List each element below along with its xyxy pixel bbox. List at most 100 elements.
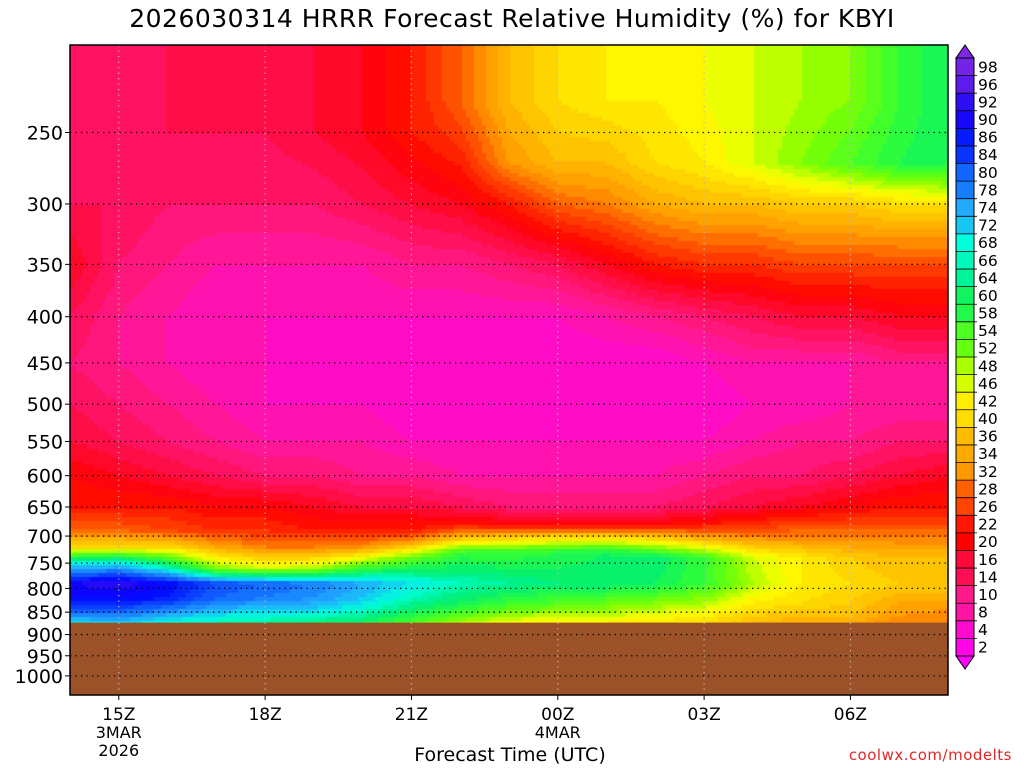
- colorbar-swatch: [956, 550, 974, 569]
- colorbar-swatch: [956, 110, 974, 129]
- colorbar-swatch: [956, 269, 974, 288]
- colorbar-swatch: [956, 532, 974, 552]
- colorbar-label: 52: [978, 340, 998, 358]
- colorbar-label: 60: [978, 287, 998, 305]
- y-tick-label: 400: [27, 307, 63, 329]
- x-tick-label: 03Z: [687, 705, 720, 725]
- y-tick-label: 950: [27, 646, 63, 668]
- colorbar-label: 10: [978, 586, 998, 604]
- colorbar-label: 74: [978, 199, 998, 217]
- colorbar-swatch: [956, 339, 974, 358]
- colorbar-label: 92: [978, 93, 998, 111]
- colorbar: 9896929086848078747268666460585452484642…: [955, 44, 998, 670]
- colorbar-label: 68: [978, 234, 998, 252]
- pressure-axis: 2503003504004505005506006507007508008509…: [15, 122, 70, 688]
- y-tick-label: 500: [27, 394, 63, 416]
- humidity-field-raster: [70, 45, 948, 695]
- colorbar-swatch: [956, 286, 974, 305]
- colorbar-label: 66: [978, 252, 998, 270]
- y-tick-label: 900: [27, 625, 63, 647]
- colorbar-label: 26: [978, 498, 998, 516]
- colorbar-label: 58: [978, 305, 998, 323]
- colorbar-label: 28: [978, 480, 998, 498]
- colorbar-label: 86: [978, 129, 998, 147]
- y-tick-label: 800: [27, 578, 63, 600]
- colorbar-swatch: [956, 216, 974, 235]
- colorbar-label: 72: [978, 217, 998, 235]
- y-tick-label: 600: [27, 466, 63, 488]
- colorbar-swatch: [956, 497, 974, 516]
- colorbar-min-arrow: [955, 655, 975, 670]
- colorbar-swatch: [956, 392, 974, 411]
- y-tick-label: 650: [27, 497, 63, 519]
- colorbar-label: 90: [978, 111, 998, 129]
- colorbar-label: 8: [978, 604, 988, 622]
- colorbar-max-arrow: [955, 44, 975, 59]
- grid-lines: [70, 45, 948, 695]
- x-tick-label: 21Z: [395, 705, 428, 725]
- colorbar-swatch: [956, 515, 974, 534]
- colorbar-swatch: [956, 58, 974, 77]
- colorbar-label: 22: [978, 516, 998, 534]
- colorbar-label: 32: [978, 463, 998, 481]
- colorbar-swatch: [956, 374, 974, 393]
- colorbar-swatch: [956, 128, 974, 147]
- terrain-mask: [70, 622, 948, 695]
- y-tick-label: 700: [27, 526, 63, 548]
- colorbar-label: 20: [978, 533, 998, 551]
- colorbar-swatch: [956, 585, 974, 604]
- humidity-field: [70, 45, 948, 695]
- y-tick-label: 450: [27, 353, 63, 375]
- y-tick-label: 350: [27, 254, 63, 276]
- colorbar-swatch: [956, 93, 974, 112]
- colorbar-label: 14: [978, 568, 998, 586]
- colorbar-label: 34: [978, 445, 998, 463]
- x-tick-year: 2026: [98, 741, 139, 760]
- colorbar-label: 78: [978, 181, 998, 199]
- colorbar-swatch: [956, 321, 974, 341]
- colorbar-swatch: [956, 163, 974, 182]
- colorbar-label: 40: [978, 410, 998, 428]
- frame-border: [69, 44, 949, 696]
- terrain-fill: [70, 622, 948, 695]
- credit-link[interactable]: coolwx.com/modelts: [848, 746, 1012, 764]
- x-tick-date: 4MAR: [535, 723, 581, 742]
- y-tick-label: 1000: [15, 666, 63, 688]
- colorbar-swatch: [956, 462, 974, 481]
- colorbar-swatch: [956, 620, 974, 640]
- colorbar-swatch: [956, 480, 974, 499]
- x-tick-label: 15Z: [102, 705, 135, 725]
- colorbar-swatch: [956, 603, 974, 622]
- colorbar-swatch: [956, 357, 974, 376]
- colorbar-label: 42: [978, 392, 998, 410]
- colorbar-label: 80: [978, 164, 998, 182]
- x-tick-date: 3MAR: [96, 723, 142, 742]
- x-tick-label: 18Z: [248, 705, 281, 725]
- chart-title: 2026030314 HRRR Forecast Relative Humidi…: [129, 4, 895, 33]
- x-tick-label: 00Z: [541, 705, 574, 725]
- colorbar-swatch: [956, 638, 974, 657]
- colorbar-label: 84: [978, 146, 998, 164]
- y-tick-label: 750: [27, 553, 63, 575]
- colorbar-label: 54: [978, 322, 998, 340]
- colorbar-swatch: [956, 568, 974, 587]
- y-tick-label: 300: [27, 194, 63, 216]
- colorbar-label: 4: [978, 621, 988, 639]
- colorbar-swatch: [956, 409, 974, 428]
- y-tick-label: 550: [27, 432, 63, 454]
- colorbar-swatch: [956, 181, 974, 200]
- colorbar-swatch: [956, 75, 974, 94]
- colorbar-label: 98: [978, 58, 998, 76]
- x-tick-label: 06Z: [834, 705, 867, 725]
- colorbar-label: 2: [978, 639, 988, 657]
- x-axis-label: Forecast Time (UTC): [414, 744, 606, 766]
- colorbar-swatch: [956, 304, 974, 323]
- colorbar-swatch: [956, 198, 974, 217]
- colorbar-label: 46: [978, 375, 998, 393]
- colorbar-swatch: [956, 444, 974, 464]
- colorbar-label: 48: [978, 357, 998, 375]
- colorbar-label: 36: [978, 428, 998, 446]
- colorbar-label: 16: [978, 551, 998, 569]
- colorbar-label: 96: [978, 76, 998, 94]
